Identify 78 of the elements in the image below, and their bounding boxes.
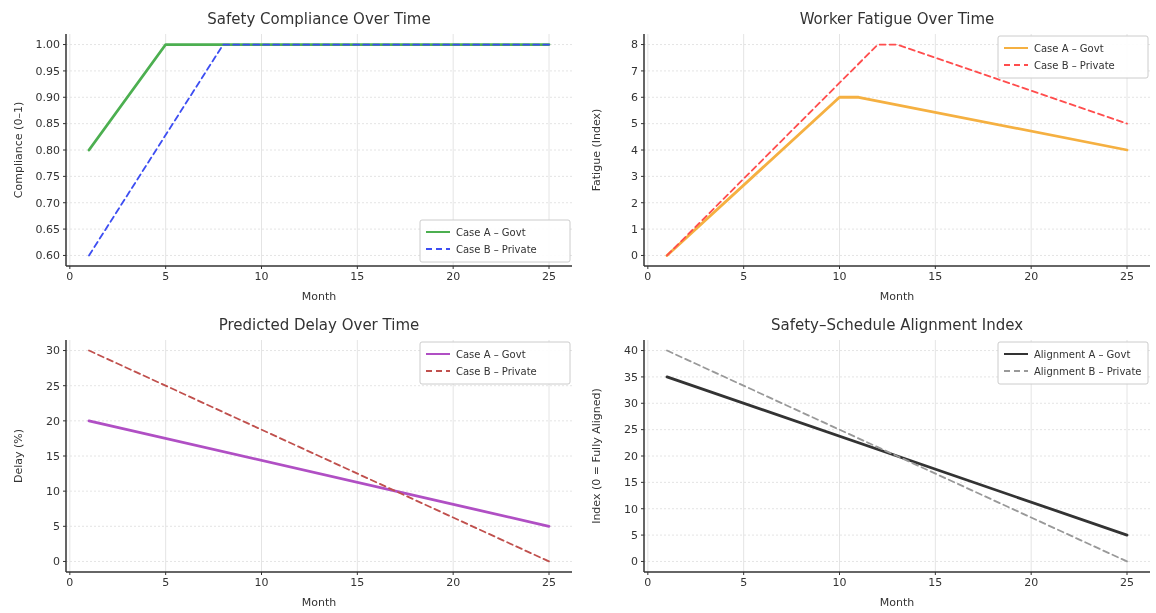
x-tick-label: 15: [350, 576, 365, 589]
y-tick-label: 0.95: [35, 64, 60, 78]
x-tick-label: 25: [1120, 270, 1134, 283]
y-tick-label: 7: [631, 64, 638, 78]
y-tick-label: 0.65: [35, 222, 60, 236]
y-tick-label: 1: [631, 222, 638, 236]
y-tick-label: 20: [624, 449, 638, 463]
chart-title: Worker Fatigue Over Time: [799, 10, 995, 28]
y-tick-label: 5: [631, 528, 638, 542]
x-tick-label: 20: [446, 576, 461, 589]
y-axis-title: Delay (%): [12, 428, 25, 484]
legend-label: Alignment A – Govt: [1034, 348, 1131, 360]
x-tick-label: 0: [644, 270, 652, 283]
legend-label: Case A – Govt: [456, 348, 526, 360]
y-tick-label: 0: [631, 555, 638, 569]
x-tick-label: 10: [832, 576, 847, 589]
y-tick-label: 0.80: [35, 143, 60, 157]
legend-label: Case A – Govt: [456, 226, 526, 238]
x-tick-label: 25: [542, 576, 556, 589]
y-tick-label: 8: [631, 38, 638, 52]
y-tick-label: 0: [53, 555, 60, 569]
chart-title: Safety–Schedule Alignment Index: [770, 316, 1024, 334]
y-tick-label: 0.75: [35, 170, 60, 184]
y-tick-label: 3: [631, 170, 638, 184]
x-tick-label: 10: [254, 576, 269, 589]
y-tick-label: 25: [624, 423, 638, 437]
y-tick-label: 5: [631, 117, 638, 131]
chart-title: Predicted Delay Over Time: [218, 316, 420, 334]
x-tick-label: 10: [832, 270, 847, 283]
y-tick-label: 10: [624, 502, 638, 516]
y-tick-label: 2: [631, 196, 638, 210]
y-tick-label: 15: [624, 476, 638, 490]
x-tick-label: 10: [254, 270, 269, 283]
x-tick-label: 5: [162, 270, 170, 283]
y-tick-label: 40: [624, 344, 638, 358]
y-tick-label: 0.70: [35, 196, 60, 210]
x-tick-label: 15: [928, 270, 943, 283]
y-tick-label: 25: [46, 379, 60, 393]
y-tick-label: 20: [46, 414, 60, 428]
y-tick-label: 0: [631, 249, 638, 263]
x-axis-title: Month: [301, 290, 337, 303]
x-tick-label: 20: [1024, 270, 1039, 283]
y-tick-label: 30: [46, 344, 60, 358]
x-axis-title: Month: [879, 596, 915, 609]
y-tick-label: 0.85: [35, 117, 60, 131]
legend-label: Alignment B – Private: [1034, 365, 1142, 377]
y-tick-label: 6: [631, 91, 638, 105]
x-tick-label: 0: [66, 576, 74, 589]
x-tick-label: 0: [644, 576, 652, 589]
x-tick-label: 5: [740, 270, 748, 283]
y-tick-label: 35: [624, 370, 638, 384]
legend-label: Case B – Private: [1034, 59, 1115, 71]
y-tick-label: 10: [46, 485, 60, 498]
legend-label: Case B – Private: [456, 243, 537, 255]
y-tick-label: 5: [53, 520, 60, 534]
y-axis-title: Fatigue (Index): [590, 108, 603, 192]
y-tick-label: 0.60: [35, 249, 60, 263]
legend-label: Case A – Govt: [1034, 42, 1104, 54]
x-tick-label: 20: [1024, 576, 1039, 589]
chart-title: Safety Compliance Over Time: [207, 10, 431, 28]
y-tick-label: 0.90: [35, 91, 60, 105]
y-axis-title: Index (0 = Fully Aligned): [590, 388, 603, 524]
legend-label: Case B – Private: [456, 365, 537, 377]
y-tick-label: 30: [624, 397, 638, 411]
y-axis-title: Compliance (0–1): [12, 101, 25, 199]
x-tick-label: 20: [446, 270, 461, 283]
x-tick-label: 25: [1120, 576, 1134, 589]
x-tick-label: 15: [350, 270, 365, 283]
y-tick-label: 4: [631, 143, 638, 157]
x-axis-title: Month: [301, 596, 337, 609]
x-tick-label: 15: [928, 576, 943, 589]
y-tick-label: 15: [46, 449, 60, 463]
x-tick-label: 5: [162, 576, 170, 589]
x-tick-label: 25: [542, 270, 556, 283]
x-tick-label: 0: [66, 270, 74, 283]
x-axis-title: Month: [879, 290, 915, 303]
y-tick-label: 1.00: [35, 38, 60, 52]
x-tick-label: 5: [740, 576, 748, 589]
